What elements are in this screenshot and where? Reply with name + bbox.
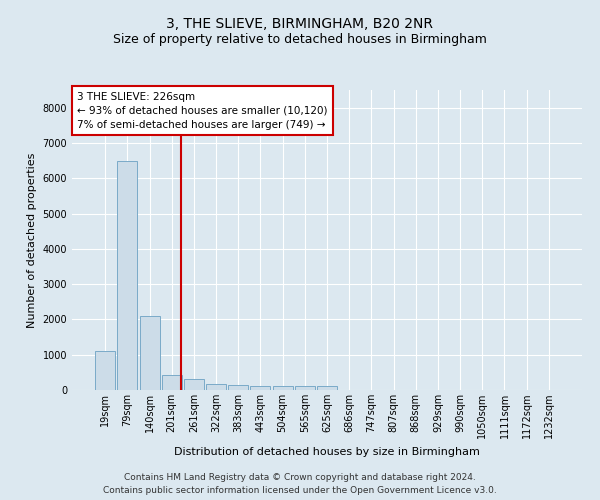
- Bar: [295, 386, 315, 390]
- Bar: [118, 160, 137, 390]
- Bar: [206, 384, 226, 390]
- Bar: [272, 386, 293, 390]
- Bar: [95, 351, 115, 390]
- Bar: [228, 384, 248, 390]
- Bar: [140, 316, 160, 390]
- Bar: [162, 375, 182, 390]
- Bar: [184, 380, 204, 390]
- Text: 3, THE SLIEVE, BIRMINGHAM, B20 2NR: 3, THE SLIEVE, BIRMINGHAM, B20 2NR: [167, 18, 433, 32]
- Text: Size of property relative to detached houses in Birmingham: Size of property relative to detached ho…: [113, 32, 487, 46]
- Text: Contains HM Land Registry data © Crown copyright and database right 2024.
Contai: Contains HM Land Registry data © Crown c…: [103, 474, 497, 495]
- Bar: [250, 386, 271, 390]
- Y-axis label: Number of detached properties: Number of detached properties: [27, 152, 37, 328]
- Bar: [317, 386, 337, 390]
- Text: 3 THE SLIEVE: 226sqm
← 93% of detached houses are smaller (10,120)
7% of semi-de: 3 THE SLIEVE: 226sqm ← 93% of detached h…: [77, 92, 328, 130]
- X-axis label: Distribution of detached houses by size in Birmingham: Distribution of detached houses by size …: [174, 446, 480, 456]
